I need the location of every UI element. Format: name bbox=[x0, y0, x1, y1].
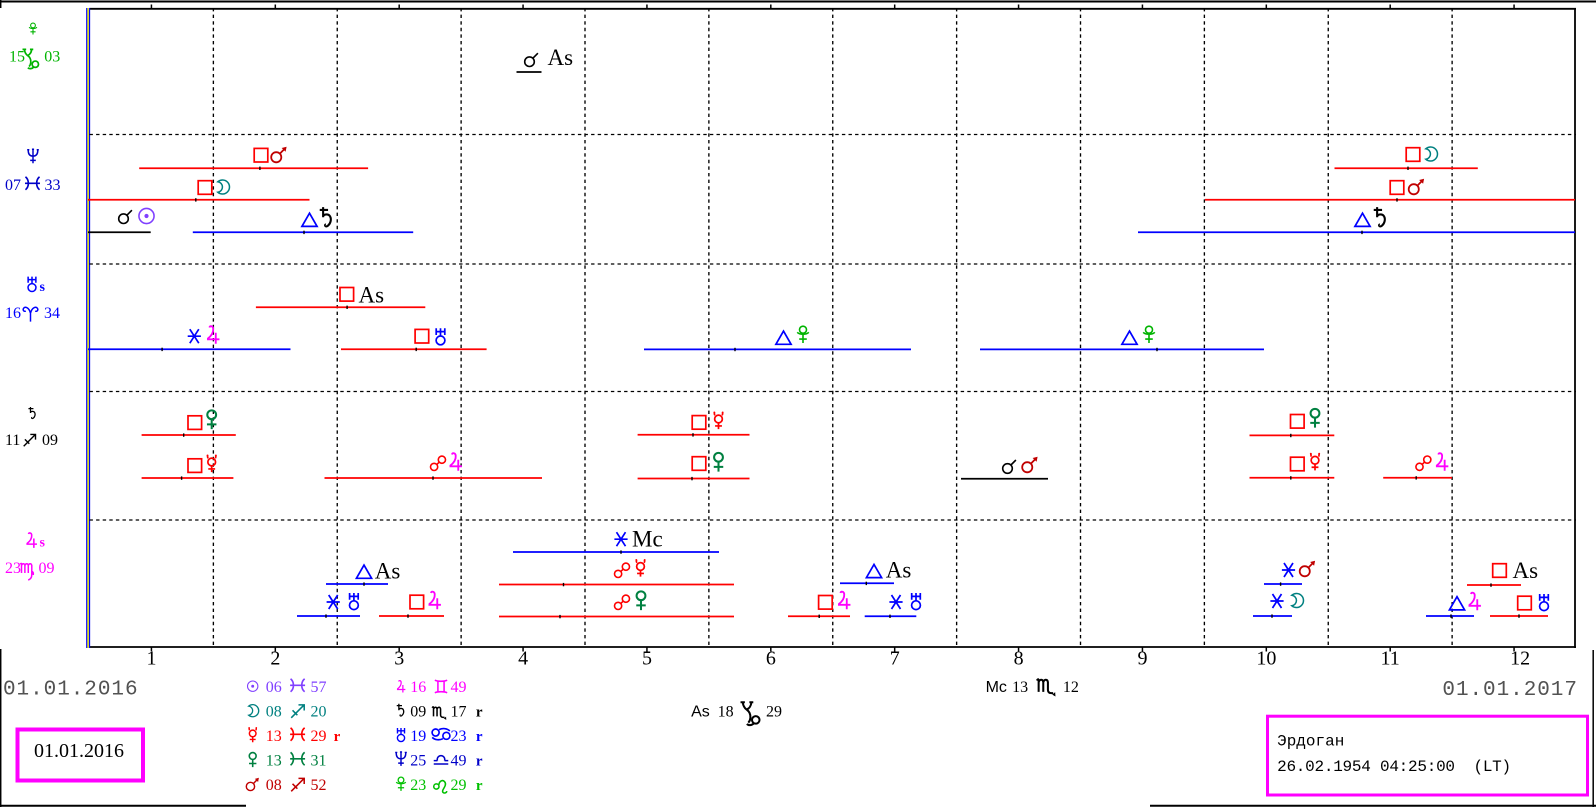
svg-text:19: 19 bbox=[410, 728, 426, 745]
svg-text:17: 17 bbox=[451, 704, 467, 721]
svg-text:31: 31 bbox=[311, 753, 327, 770]
svg-text:06: 06 bbox=[266, 679, 282, 696]
svg-text:33: 33 bbox=[45, 177, 61, 194]
svg-text:34: 34 bbox=[44, 305, 60, 322]
svg-text:29: 29 bbox=[766, 704, 782, 721]
svg-text:13: 13 bbox=[266, 728, 282, 745]
svg-text:As: As bbox=[691, 704, 710, 721]
svg-text:As: As bbox=[375, 559, 401, 584]
svg-text:s: s bbox=[40, 280, 46, 295]
svg-text:r: r bbox=[334, 729, 341, 745]
svg-text:6: 6 bbox=[766, 648, 776, 670]
svg-text:23: 23 bbox=[5, 560, 21, 577]
svg-text:08: 08 bbox=[266, 777, 282, 794]
svg-text:Mc: Mc bbox=[986, 679, 1007, 696]
svg-text:2: 2 bbox=[270, 648, 280, 670]
svg-text:12: 12 bbox=[1063, 679, 1079, 696]
svg-text:26.02.1954 04:25:00 (LT): 26.02.1954 04:25:00 (LT) bbox=[1277, 758, 1511, 776]
svg-text:16: 16 bbox=[410, 679, 426, 696]
svg-text:18: 18 bbox=[718, 704, 734, 721]
svg-text:7: 7 bbox=[890, 648, 900, 670]
svg-text:As: As bbox=[359, 283, 385, 308]
svg-text:13: 13 bbox=[1012, 679, 1028, 696]
svg-text:49: 49 bbox=[451, 679, 467, 696]
svg-text:23: 23 bbox=[451, 728, 467, 745]
svg-text:r: r bbox=[476, 705, 483, 721]
svg-text:16: 16 bbox=[5, 305, 21, 322]
svg-text:r: r bbox=[476, 754, 483, 770]
svg-text:4: 4 bbox=[518, 648, 528, 670]
svg-text:25: 25 bbox=[410, 753, 426, 770]
svg-text:03: 03 bbox=[44, 49, 60, 66]
svg-text:Эрдоган: Эрдоган bbox=[1277, 733, 1344, 751]
svg-text:11: 11 bbox=[5, 432, 20, 449]
svg-text:23: 23 bbox=[410, 777, 426, 794]
svg-text:1: 1 bbox=[146, 648, 156, 670]
svg-text:As: As bbox=[548, 45, 574, 70]
svg-text:As: As bbox=[1513, 558, 1539, 583]
svg-text:r: r bbox=[476, 729, 483, 745]
svg-text:07: 07 bbox=[5, 177, 21, 194]
svg-text:12: 12 bbox=[1510, 648, 1530, 670]
svg-text:5: 5 bbox=[642, 648, 652, 670]
svg-text:29: 29 bbox=[311, 728, 327, 745]
svg-text:3: 3 bbox=[394, 648, 404, 670]
svg-text:01.01.2016: 01.01.2016 bbox=[34, 740, 124, 762]
svg-text:09: 09 bbox=[39, 560, 55, 577]
svg-text:10: 10 bbox=[1256, 648, 1276, 670]
svg-text:09: 09 bbox=[410, 704, 426, 721]
svg-text:01.01.2017: 01.01.2017 bbox=[1442, 679, 1578, 702]
svg-text:20: 20 bbox=[311, 704, 327, 721]
svg-text:As: As bbox=[886, 558, 912, 583]
svg-text:8: 8 bbox=[1014, 648, 1024, 670]
svg-text:r: r bbox=[476, 778, 483, 794]
svg-text:s: s bbox=[40, 536, 46, 551]
svg-text:57: 57 bbox=[311, 679, 327, 696]
svg-text:13: 13 bbox=[266, 753, 282, 770]
svg-text:29: 29 bbox=[451, 777, 467, 794]
svg-text:Mc: Mc bbox=[632, 527, 663, 552]
svg-text:49: 49 bbox=[451, 753, 467, 770]
svg-text:9: 9 bbox=[1137, 648, 1147, 670]
svg-text:52: 52 bbox=[311, 777, 327, 794]
svg-text:08: 08 bbox=[266, 704, 282, 721]
svg-text:11: 11 bbox=[1381, 648, 1400, 670]
svg-text:01.01.2016: 01.01.2016 bbox=[3, 679, 139, 702]
svg-text:15: 15 bbox=[9, 49, 25, 66]
svg-text:09: 09 bbox=[42, 432, 58, 449]
